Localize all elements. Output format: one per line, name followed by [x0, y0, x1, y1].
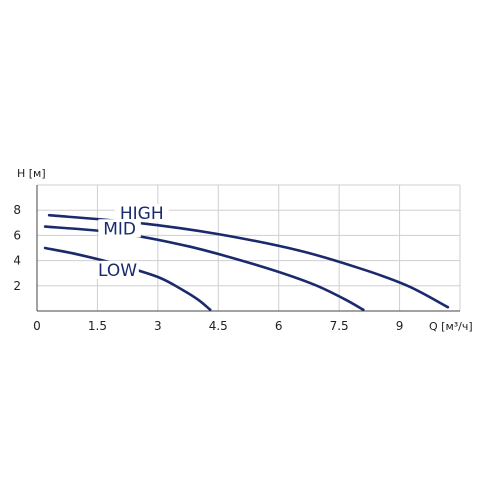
curve-mid [43, 225, 365, 311]
x-tick-label: 9 [396, 319, 404, 333]
y-axis-label: H [м] [17, 167, 46, 180]
y-tick-label: 4 [13, 254, 21, 268]
curve-label-background [114, 204, 169, 223]
y-tick-label: 6 [13, 228, 21, 242]
curve-label-background [96, 260, 139, 279]
axes [36, 185, 460, 312]
tick-labels: 0 1.5 3 4.5 6 7.5 9 2 4 6 8 [13, 203, 403, 333]
curve-label-mid: MID [103, 219, 136, 239]
x-tick-label: 0 [33, 319, 41, 333]
x-tick-label: 6 [275, 319, 283, 333]
curve-label-high: HIGH [120, 204, 164, 224]
grid [37, 184, 461, 311]
x-tick-label: 7.5 [330, 319, 349, 333]
y-tick-label: 8 [13, 203, 21, 217]
x-tick-label: 3 [154, 319, 162, 333]
y-tick-label: 2 [13, 279, 21, 293]
curve-label-background [98, 219, 141, 238]
curve-low [43, 246, 212, 311]
curve-label-low: LOW [98, 261, 137, 281]
x-axis-label: Q [м³/ч] [429, 320, 473, 333]
x-tick-label: 4.5 [209, 319, 228, 333]
x-tick-label: 1.5 [88, 319, 107, 333]
